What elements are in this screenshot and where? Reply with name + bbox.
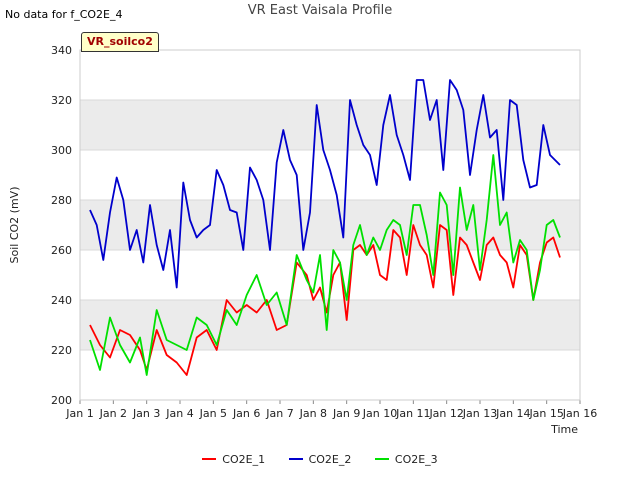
series-line-co2e-1 [89,224,561,376]
legend-swatch-co2e-3 [374,458,389,460]
legend-label-co2e-2: CO2E_2 [308,453,352,466]
x-axis-label: Time [550,423,578,436]
x-tick-label: Jan 15 [528,407,563,420]
legend-item-co2e-1[interactable]: CO2E_1 [202,453,265,466]
x-tick-label: Jan 14 [495,407,530,420]
plot-band [80,100,580,150]
y-tick-label: 240 [51,294,72,307]
legend-label-co2e-1: CO2E_1 [222,453,266,466]
legend-swatch-co2e-2 [288,458,303,460]
x-tick-label: Jan 2 [99,407,127,420]
y-tick-label: 200 [51,394,72,407]
legend-item-co2e-2[interactable]: CO2E_2 [288,453,352,466]
plot-band [80,300,580,350]
legend-label-co2e-3: CO2E_3 [394,453,438,466]
x-tick-label: Jan 8 [299,407,327,420]
y-tick-label: 280 [51,194,72,207]
y-axis-label: Soil CO2 (mV) [8,187,21,264]
x-tick-label: Jan 9 [332,407,360,420]
x-tick-label: Jan 3 [132,407,160,420]
y-tick-label: 260 [51,244,72,257]
site-badge: VR_soilco2 [81,32,159,52]
plot-frame [79,49,581,401]
no-data-note: No data for f_CO2E_4 [5,8,123,21]
x-tick-label: Jan 13 [462,407,497,420]
x-tick-label: Jan 10 [362,407,397,420]
legend-swatch-co2e-1 [202,458,217,460]
plot-band [80,200,580,250]
x-tick-label: Jan 12 [428,407,463,420]
y-tick-label: 300 [51,144,72,157]
y-tick-label: 340 [51,44,72,57]
legend: CO2E_1 CO2E_2 CO2E_3 [0,453,640,466]
y-tick-label: 320 [51,94,72,107]
x-tick-label: Jan 1 [65,407,93,420]
x-tick-label: Jan 16 [562,407,597,420]
legend-item-co2e-3[interactable]: CO2E_3 [374,453,438,466]
chart-title: VR East Vaisala Profile [247,3,393,18]
y-tick-label: 220 [51,344,72,357]
x-tick-label: Jan 6 [232,407,260,420]
x-tick-label: Jan 7 [265,407,293,420]
x-tick-label: Jan 11 [395,407,430,420]
series-line-co2e-3 [89,154,561,376]
x-tick-label: Jan 4 [165,407,193,420]
x-tick-label: Jan 5 [199,407,227,420]
series-line-co2e-2 [89,79,561,289]
